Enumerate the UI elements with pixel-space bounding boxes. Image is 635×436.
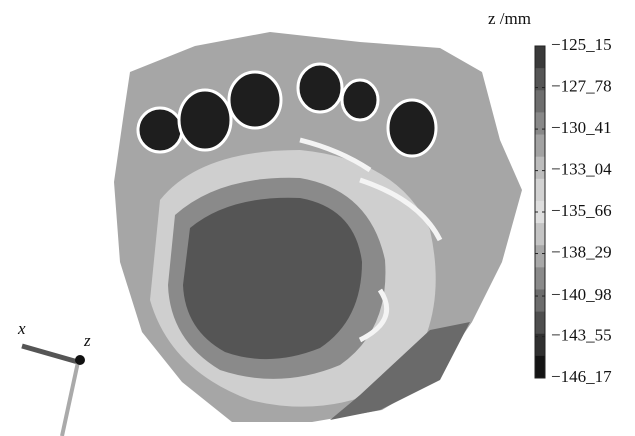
colorbar-tick-label: −138_29	[551, 242, 612, 261]
colorbar-tick-label: −140_98	[551, 285, 612, 304]
cell	[298, 64, 342, 112]
z-axis-label: z	[83, 331, 91, 350]
axis-triad: x z	[17, 319, 91, 436]
cell	[179, 90, 231, 150]
colorbar-band	[535, 135, 545, 158]
colorbar-tick-label: −146_17	[551, 367, 612, 386]
colorbar-tick-label: −143_55	[551, 326, 612, 345]
x-axis-label: x	[17, 319, 26, 338]
colorbar-band	[535, 245, 545, 268]
colorbar: −125_15 −127_78 −130_41 −133_04 −135_66 −138_…	[535, 35, 612, 386]
colorbar-band	[535, 267, 545, 290]
colorbar-band	[535, 179, 545, 202]
cell	[229, 72, 281, 128]
colorbar-band	[535, 312, 545, 335]
colorbar-tick-label: −135_66	[551, 201, 612, 220]
depth-map	[114, 32, 522, 422]
colorbar-band	[535, 157, 545, 180]
origin	[75, 355, 85, 365]
colorbar-tick-label: −130_41	[551, 118, 612, 137]
colorbar-tick-label: −133_04	[551, 160, 612, 179]
colorbar-band	[535, 334, 545, 357]
cell	[388, 100, 436, 156]
y-axis-arrow	[62, 362, 78, 436]
colorbar-band	[535, 223, 545, 246]
colorbar-tick-label: −127_78	[551, 76, 612, 95]
colorbar-tick-label: −125_15	[551, 35, 612, 54]
x-axis-arrow	[22, 346, 78, 362]
cell	[342, 80, 378, 120]
colorbar-band	[535, 112, 545, 135]
cell	[138, 108, 182, 152]
colorbar-label: z /mm	[488, 9, 531, 28]
colorbar-band	[535, 356, 545, 379]
dark-core	[183, 198, 362, 359]
colorbar-band	[535, 46, 545, 69]
chart: x z z /mm −125_15−127_78−130_41−133_04−1…	[0, 0, 635, 436]
colorbar-band	[535, 289, 545, 312]
colorbar-band	[535, 90, 545, 113]
